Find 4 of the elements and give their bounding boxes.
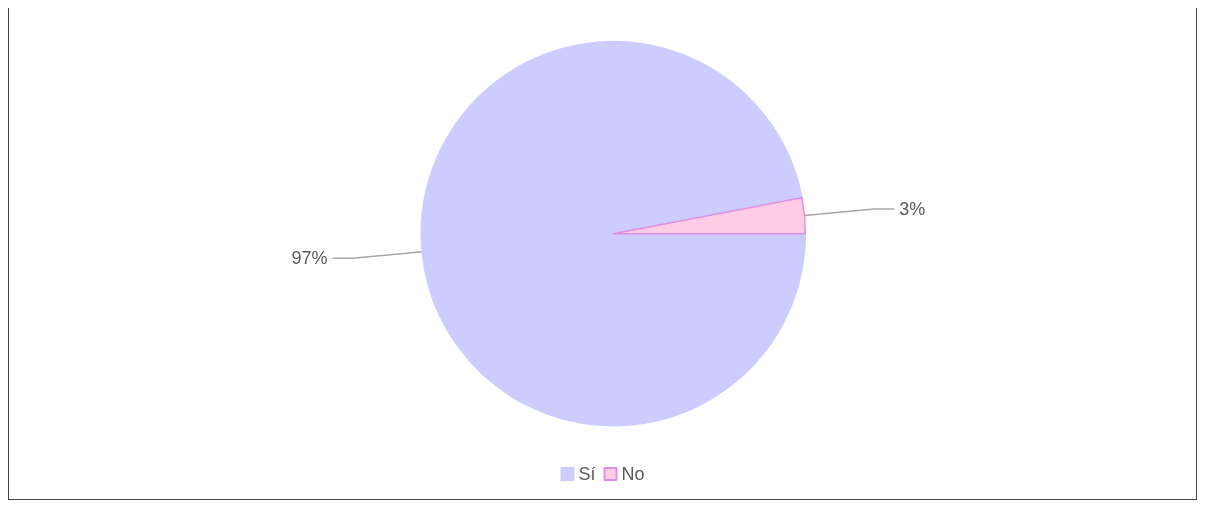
legend-label: No: [621, 464, 645, 484]
legend-label: Sí: [578, 464, 596, 484]
data-label: 3%: [899, 199, 926, 220]
data-label: 97%: [291, 248, 328, 269]
